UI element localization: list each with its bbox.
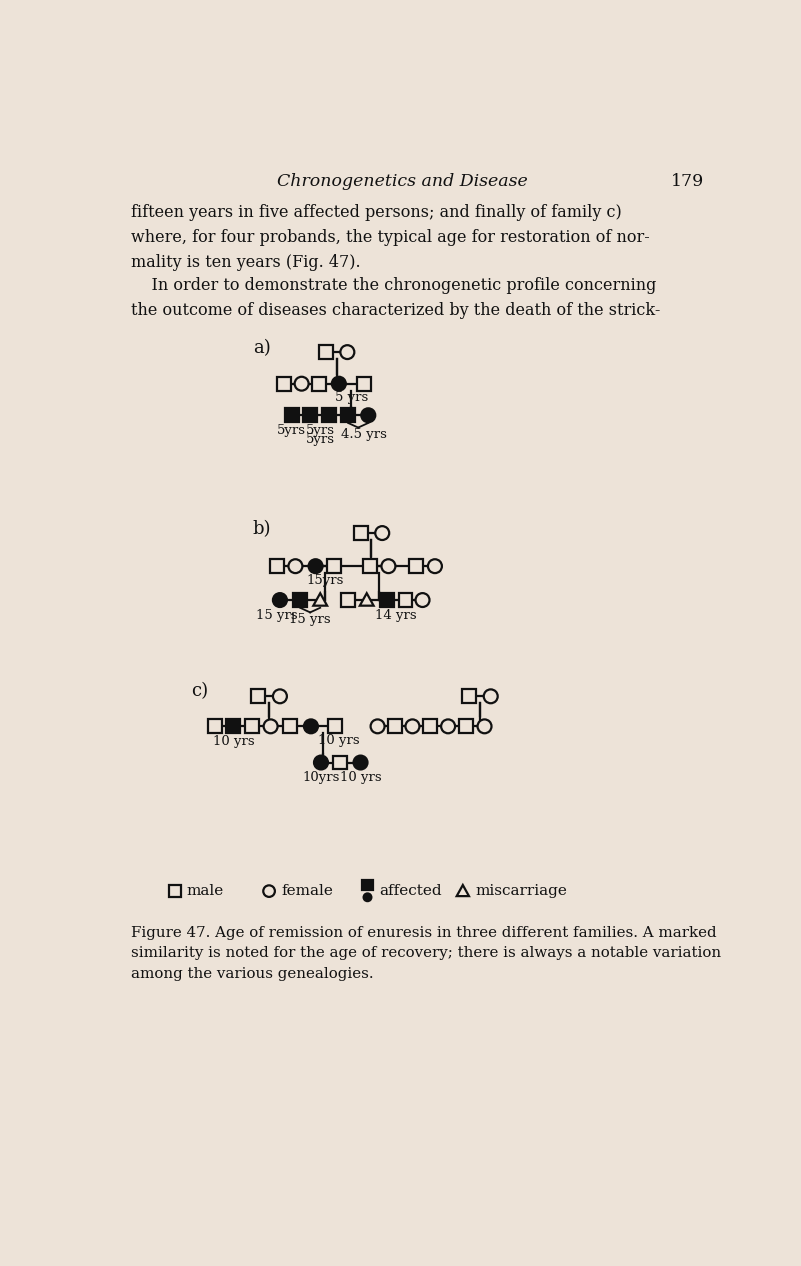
- Text: 10 yrs: 10 yrs: [318, 734, 360, 747]
- Text: affected: affected: [379, 884, 441, 898]
- Circle shape: [288, 560, 303, 573]
- Circle shape: [484, 690, 497, 703]
- Text: 10 yrs: 10 yrs: [340, 771, 381, 784]
- Bar: [319, 346, 332, 360]
- Text: male: male: [186, 884, 223, 898]
- Text: 15 yrs: 15 yrs: [289, 613, 331, 627]
- Bar: [245, 719, 259, 733]
- Text: 14 yrs: 14 yrs: [376, 609, 417, 622]
- Bar: [207, 719, 222, 733]
- Bar: [363, 560, 376, 573]
- Text: 15 yrs: 15 yrs: [256, 609, 298, 622]
- Circle shape: [375, 527, 389, 541]
- Bar: [170, 885, 181, 896]
- Bar: [362, 880, 373, 890]
- Bar: [423, 719, 437, 733]
- Circle shape: [304, 719, 318, 733]
- Text: a): a): [253, 339, 271, 357]
- Text: 10yrs: 10yrs: [302, 771, 340, 784]
- Text: 15yrs: 15yrs: [306, 573, 344, 587]
- Circle shape: [371, 719, 384, 733]
- Bar: [328, 719, 342, 733]
- Polygon shape: [313, 594, 327, 605]
- Circle shape: [340, 346, 354, 360]
- Circle shape: [295, 377, 308, 391]
- Bar: [277, 377, 291, 391]
- Bar: [293, 594, 307, 606]
- Text: 5yrs: 5yrs: [306, 424, 335, 437]
- Text: In order to demonstrate the chronogenetic profile concerning
the outcome of dise: In order to demonstrate the chronogeneti…: [131, 277, 661, 319]
- Circle shape: [332, 377, 346, 391]
- Bar: [303, 409, 317, 422]
- Bar: [327, 560, 341, 573]
- Text: 5yrs: 5yrs: [277, 424, 306, 437]
- Circle shape: [416, 594, 429, 606]
- Circle shape: [361, 409, 375, 422]
- Circle shape: [477, 719, 492, 733]
- Bar: [341, 594, 355, 606]
- Bar: [333, 756, 348, 770]
- Text: c): c): [191, 682, 209, 700]
- Bar: [322, 409, 336, 422]
- Text: 10 yrs: 10 yrs: [212, 734, 254, 748]
- Circle shape: [273, 690, 287, 703]
- Bar: [270, 560, 284, 573]
- Circle shape: [264, 885, 275, 896]
- Circle shape: [264, 719, 278, 733]
- Bar: [380, 594, 394, 606]
- Bar: [462, 690, 476, 703]
- Bar: [399, 594, 413, 606]
- Text: miscarriage: miscarriage: [475, 884, 567, 898]
- Text: Chronogenetics and Disease: Chronogenetics and Disease: [277, 172, 528, 190]
- Text: 4.5 yrs: 4.5 yrs: [341, 428, 388, 441]
- Bar: [356, 377, 371, 391]
- Circle shape: [353, 756, 368, 770]
- Bar: [252, 690, 265, 703]
- Bar: [312, 377, 327, 391]
- Bar: [459, 719, 473, 733]
- Circle shape: [273, 594, 287, 606]
- Circle shape: [441, 719, 455, 733]
- Bar: [284, 409, 299, 422]
- Circle shape: [314, 756, 328, 770]
- Bar: [227, 719, 240, 733]
- Circle shape: [428, 560, 442, 573]
- Circle shape: [308, 560, 323, 573]
- Text: 5 yrs: 5 yrs: [335, 391, 368, 404]
- Text: 179: 179: [671, 172, 704, 190]
- Text: Figure 47. Age of remission of enuresis in three different families. A marked
si: Figure 47. Age of remission of enuresis …: [131, 925, 721, 981]
- Text: b): b): [253, 520, 272, 538]
- Bar: [283, 719, 297, 733]
- Circle shape: [405, 719, 420, 733]
- Bar: [409, 560, 423, 573]
- Text: 5yrs: 5yrs: [306, 433, 335, 446]
- Circle shape: [364, 894, 372, 901]
- Text: fifteen years in five affected persons; and finally of family c)
where, for four: fifteen years in five affected persons; …: [131, 204, 650, 271]
- Circle shape: [381, 560, 396, 573]
- Bar: [353, 527, 368, 541]
- Polygon shape: [360, 594, 373, 605]
- Polygon shape: [457, 885, 469, 896]
- Bar: [388, 719, 401, 733]
- Bar: [341, 409, 355, 422]
- Text: female: female: [281, 884, 333, 898]
